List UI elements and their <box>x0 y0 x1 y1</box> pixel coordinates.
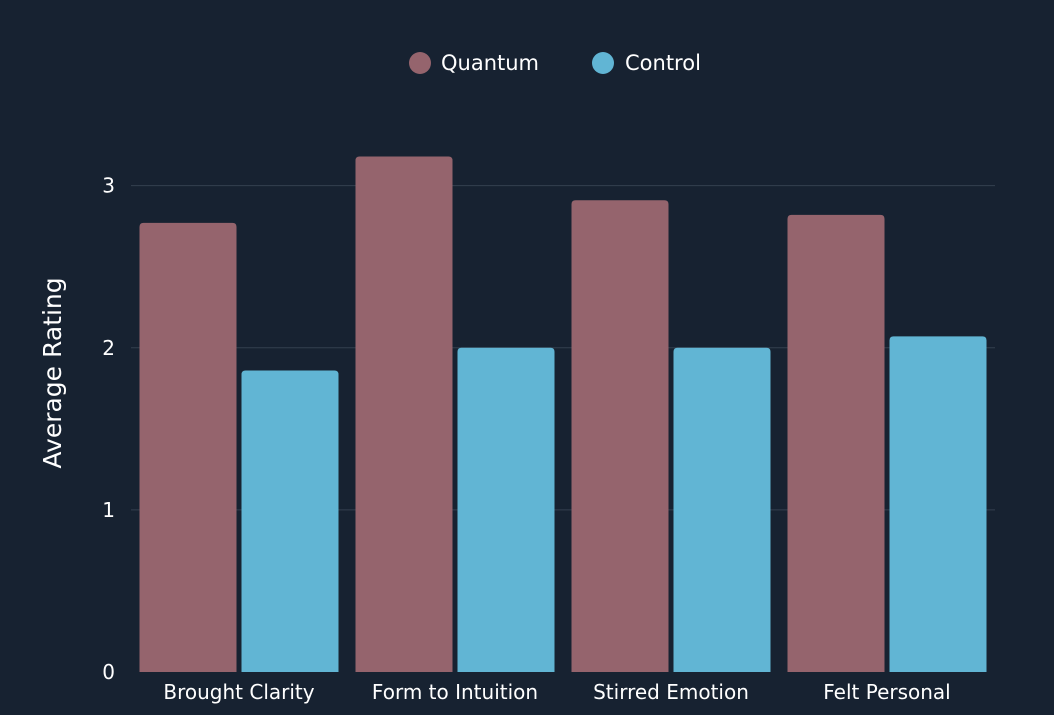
bar-quantum-0 <box>139 222 237 672</box>
x-tick-label: Form to Intuition <box>372 680 538 704</box>
legend-swatch-quantum <box>409 52 431 74</box>
y-axis-ticks: 0 1 2 3 <box>102 174 115 684</box>
x-tick-label: Brought Clarity <box>163 680 314 704</box>
bar-control-1 <box>457 347 555 672</box>
y-tick-label: 0 <box>102 660 115 684</box>
legend-swatch-control <box>592 52 614 74</box>
x-tick-label: Felt Personal <box>823 680 951 704</box>
bar-control-2 <box>673 347 771 672</box>
y-axis-label: Average Rating <box>38 277 67 468</box>
legend-label-quantum: Quantum <box>441 51 539 75</box>
bar-quantum-2 <box>571 200 669 672</box>
bar-quantum-1 <box>355 156 453 673</box>
y-tick-label: 3 <box>102 174 115 198</box>
x-axis-labels: Brought Clarity Form to Intuition Stirred … <box>163 680 950 704</box>
bars <box>139 156 987 673</box>
legend: Quantum Control <box>409 51 701 75</box>
x-tick-label: Stirred Emotion <box>593 680 749 704</box>
y-tick-label: 2 <box>102 336 115 360</box>
bar-control-0 <box>241 370 339 672</box>
y-tick-label: 1 <box>102 498 115 522</box>
bar-quantum-3 <box>787 214 885 672</box>
bar-control-3 <box>889 336 987 672</box>
legend-label-control: Control <box>625 51 701 75</box>
